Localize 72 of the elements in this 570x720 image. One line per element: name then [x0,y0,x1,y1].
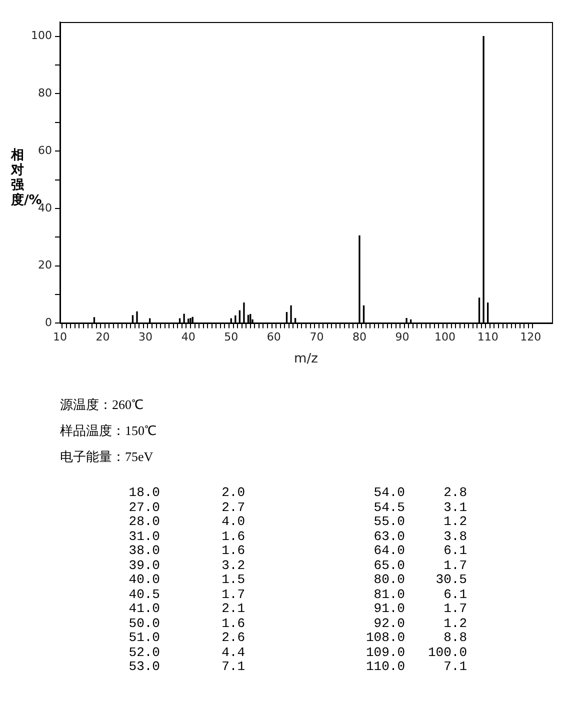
x-tick-label: 80 [352,330,366,344]
text: 样品温度：150℃ [60,422,156,440]
text: 1.5 [220,572,245,588]
text: 65.0 [372,558,405,573]
text: 38.0 [128,543,160,558]
y-tick-label: 80 [38,86,52,100]
text: 51.0 [128,630,160,646]
text: 2.1 [220,601,245,616]
text: 55.0 [372,514,405,530]
text: 108.0 [364,630,405,646]
text: 52.0 [128,644,160,660]
text: 81.0 [372,586,405,602]
text: 41.0 [128,601,160,616]
text: 1.7 [220,586,245,602]
text: 7.1 [220,659,245,674]
text: 64.0 [372,543,405,558]
text: 110.0 [364,659,405,674]
text: 1.7 [442,558,467,573]
text: 18.0 [128,485,160,500]
x-axis-title: m/z [294,352,318,367]
x-tick-label: 20 [96,330,110,344]
x-tick-label: 60 [266,330,281,344]
text: 1.6 [220,543,245,558]
text: 7.1 [442,659,467,674]
text: 1.6 [220,616,245,631]
text: 40.5 [128,586,160,602]
text: 源温度：260℃ [60,396,144,414]
text: 4.0 [220,514,245,530]
text: 1.2 [442,616,467,631]
y-tick-label: 100 [30,29,52,42]
text: 50.0 [128,616,160,631]
x-tick-label: 70 [310,330,324,344]
text: 2.6 [220,630,245,646]
text: 54.5 [372,500,405,515]
x-tick-label: 120 [520,330,542,344]
x-tick-label: 50 [224,330,238,344]
x-tick-label: 110 [477,330,498,344]
text: 4.4 [220,644,245,660]
text: 2.8 [442,485,467,500]
text: 63.0 [372,528,405,544]
text: 80.0 [372,572,405,588]
x-tick-label: 40 [181,330,196,344]
y-tick-label: 20 [38,258,52,272]
text: 54.0 [372,485,405,500]
text: 电子能量：75eV [60,448,154,466]
text: 2.0 [220,485,245,500]
text: 3.8 [442,528,467,544]
text: 28.0 [128,514,160,530]
text: 3.1 [442,500,467,515]
text: 2.7 [220,500,245,515]
x-tick-label: 90 [395,330,410,344]
text: 100.0 [426,644,467,660]
text: 31.0 [128,528,160,544]
text: 6.1 [442,543,467,558]
x-tick-label: 10 [52,330,67,344]
text: 27.0 [128,500,160,515]
text: 30.5 [434,572,467,588]
text: 39.0 [128,558,160,573]
text: 1.6 [220,528,245,544]
text: 8.8 [442,630,467,646]
text: 92.0 [372,616,405,631]
x-tick-label: 100 [434,330,456,344]
text: 109.0 [364,644,405,660]
text: 1.7 [442,601,467,616]
text: 3.2 [220,558,245,573]
text: 1.2 [442,514,467,530]
y-tick-label: 0 [44,316,52,330]
x-tick-label: 30 [138,330,153,344]
text: 53.0 [128,659,160,674]
text: 40.0 [128,572,160,588]
text: 91.0 [372,601,405,616]
text: 6.1 [442,586,467,602]
